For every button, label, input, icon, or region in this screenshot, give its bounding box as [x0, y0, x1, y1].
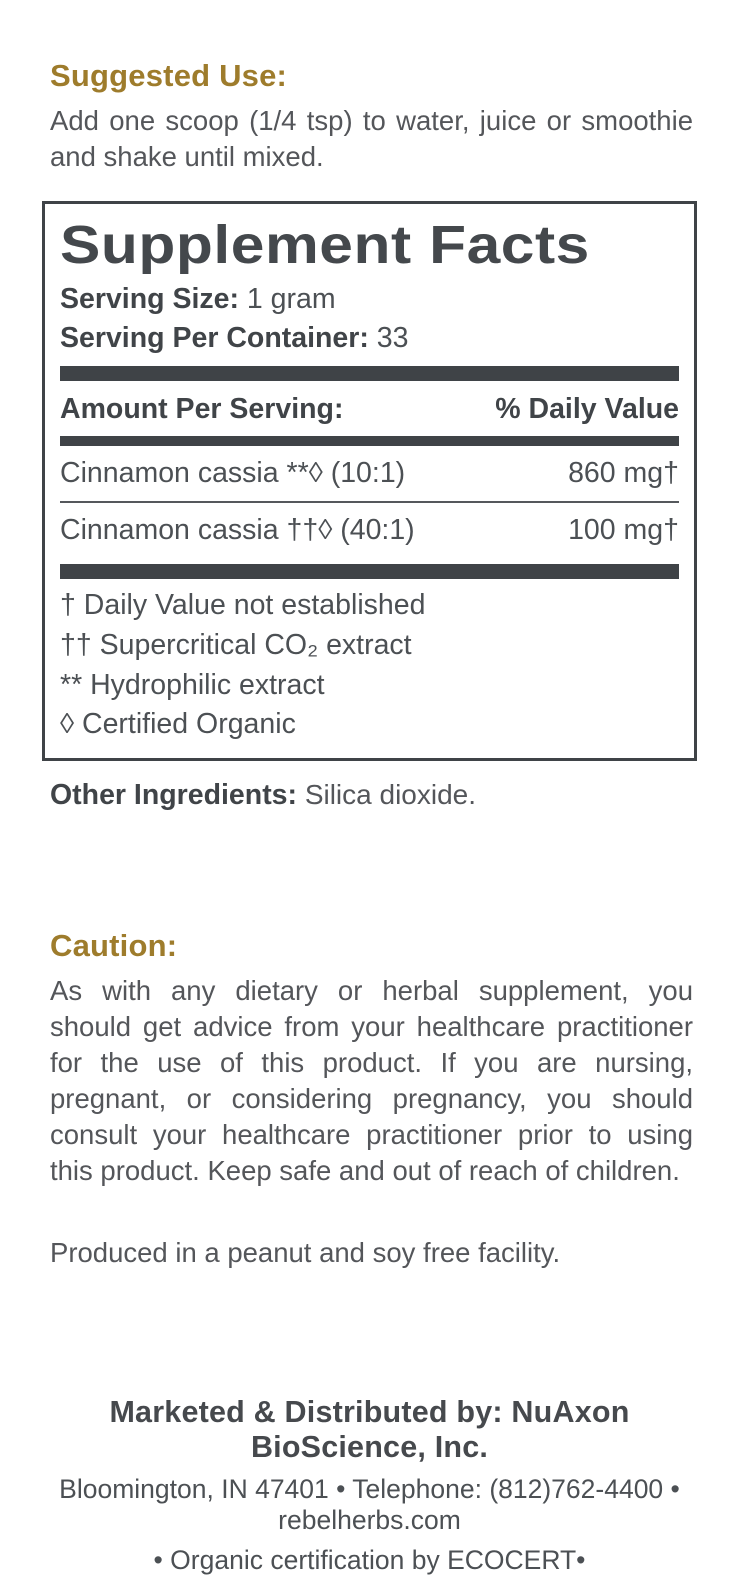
- caution-heading: Caution:: [50, 927, 178, 963]
- caution-text: As with any dietary or herbal supplement…: [50, 974, 693, 1186]
- footnote-certified-organic: ◊ Certified Organic: [60, 708, 296, 741]
- servings-per-container-line: Serving Per Container: 33: [60, 321, 679, 357]
- ingredient-amount: 100 mg†: [568, 514, 679, 547]
- servings-per-container-label: Serving Per Container:: [60, 321, 369, 354]
- supplement-facts-title: Supplement Facts: [60, 215, 590, 276]
- ingredient-amount: 860 mg†: [568, 457, 679, 490]
- distributor-line: Marketed & Distributed by: NuAxon BioSci…: [109, 1394, 630, 1464]
- row-divider: [60, 501, 679, 504]
- ingredient-row: Cinnamon cassia **◊ (10:1) 860 mg†: [60, 446, 679, 501]
- ingredient-name: Cinnamon cassia **◊ (10:1): [60, 457, 406, 490]
- amount-per-serving-header: Amount Per Serving:: [60, 393, 344, 426]
- ingredient-name: Cinnamon cassia ††◊ (40:1): [60, 514, 415, 547]
- footnote-supercritical: †† Supercritical CO₂ extract: [60, 628, 412, 661]
- ingredient-row: Cinnamon cassia ††◊ (40:1) 100 mg†: [60, 503, 679, 558]
- suggested-use-section: Suggested Use: Add one scoop (1/4 tsp) t…: [50, 0, 693, 175]
- contact-line: Bloomington, IN 47401 • Telephone: (812)…: [59, 1473, 680, 1535]
- other-ingredients-label: Other Ingredients:: [50, 778, 298, 811]
- footnotes-block: † Daily Value not established †† Supercr…: [60, 587, 679, 743]
- supplement-facts-panel: Supplement Facts Serving Size: 1 gram Se…: [42, 201, 697, 761]
- certification-line: • Organic certification by ECOCERT•: [153, 1544, 586, 1575]
- serving-size-value: 1 gram: [246, 283, 336, 316]
- other-ingredients-line: Other Ingredients: Silica dioxide.: [50, 779, 693, 812]
- servings-per-container-value: 33: [376, 321, 409, 354]
- facts-header-row: Amount Per Serving: % Daily Value: [60, 389, 679, 428]
- divider-bar-header: [60, 436, 679, 447]
- caution-section: Caution: As with any dietary or herbal s…: [50, 928, 693, 1271]
- footnote-hydrophilic: ** Hydrophilic extract: [60, 668, 325, 701]
- divider-bar-bottom: [60, 564, 679, 580]
- divider-bar-top: [60, 366, 679, 382]
- serving-size-label: Serving Size:: [60, 283, 239, 316]
- suggested-use-text: Add one scoop (1/4 tsp) to water, juice …: [50, 105, 693, 173]
- other-ingredients-value: Silica dioxide.: [304, 778, 477, 810]
- footnote-daily-value: † Daily Value not established: [60, 589, 426, 622]
- footer-section: Marketed & Distributed by: NuAxon BioSci…: [0, 1395, 739, 1576]
- facility-note: Produced in a peanut and soy free facili…: [50, 1236, 561, 1268]
- daily-value-header: % Daily Value: [495, 393, 679, 426]
- suggested-use-heading: Suggested Use:: [50, 58, 288, 93]
- serving-size-line: Serving Size: 1 gram: [60, 282, 679, 318]
